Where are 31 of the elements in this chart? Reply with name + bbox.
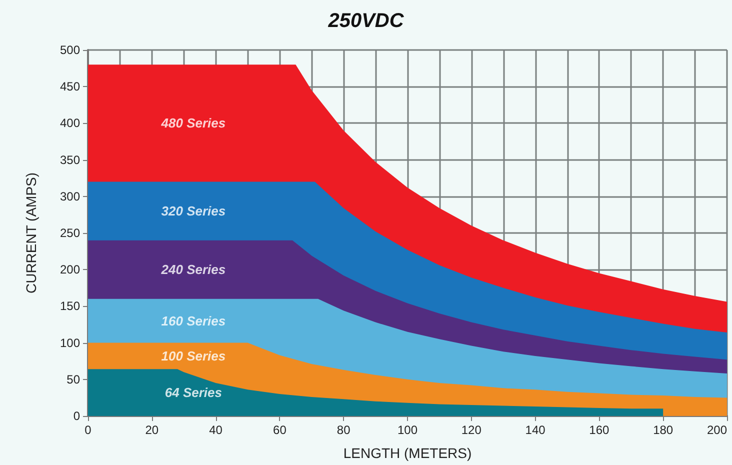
x-tick-label: 160 — [589, 423, 610, 437]
x-tick-label: 140 — [525, 423, 546, 437]
y-tick-label: 450 — [60, 80, 80, 94]
series-label: 240 Series — [160, 262, 226, 278]
y-tick-label: 250 — [60, 226, 80, 240]
series-label: 320 Series — [161, 204, 226, 219]
x-tick-label: 60 — [273, 423, 287, 437]
x-tick-label: 0 — [84, 423, 92, 437]
x-tick-label: 20 — [145, 423, 159, 437]
y-tick-label: 500 — [60, 43, 80, 57]
series-label: 480 Series — [160, 116, 226, 131]
chart-title: 250VDC — [327, 10, 404, 32]
y-tick-label: 400 — [60, 116, 80, 130]
series-label: 64 Series — [164, 385, 222, 400]
y-axis-title: CURRENT (AMPS) — [23, 172, 39, 294]
x-tick-label: 120 — [461, 423, 482, 437]
x-axis-title: LENGTH (METERS) — [343, 445, 472, 461]
series-label: 100 Series — [161, 348, 226, 364]
y-tick-label: 300 — [60, 189, 80, 204]
y-tick-label: 150 — [60, 299, 80, 314]
x-tick-label: 180 — [653, 423, 674, 437]
y-tick-label: 100 — [60, 336, 80, 350]
x-tick-label: 200 — [706, 423, 728, 437]
series-label: 160 Series — [161, 313, 226, 328]
y-tick-label: 350 — [60, 152, 80, 167]
x-tick-label: 40 — [209, 423, 223, 437]
y-tick-label: 50 — [66, 372, 80, 386]
y-tick-label: 0 — [73, 409, 80, 423]
x-tick-label: 80 — [336, 423, 351, 437]
x-tick-label: 100 — [397, 423, 418, 437]
y-tick-label: 200 — [60, 262, 80, 277]
